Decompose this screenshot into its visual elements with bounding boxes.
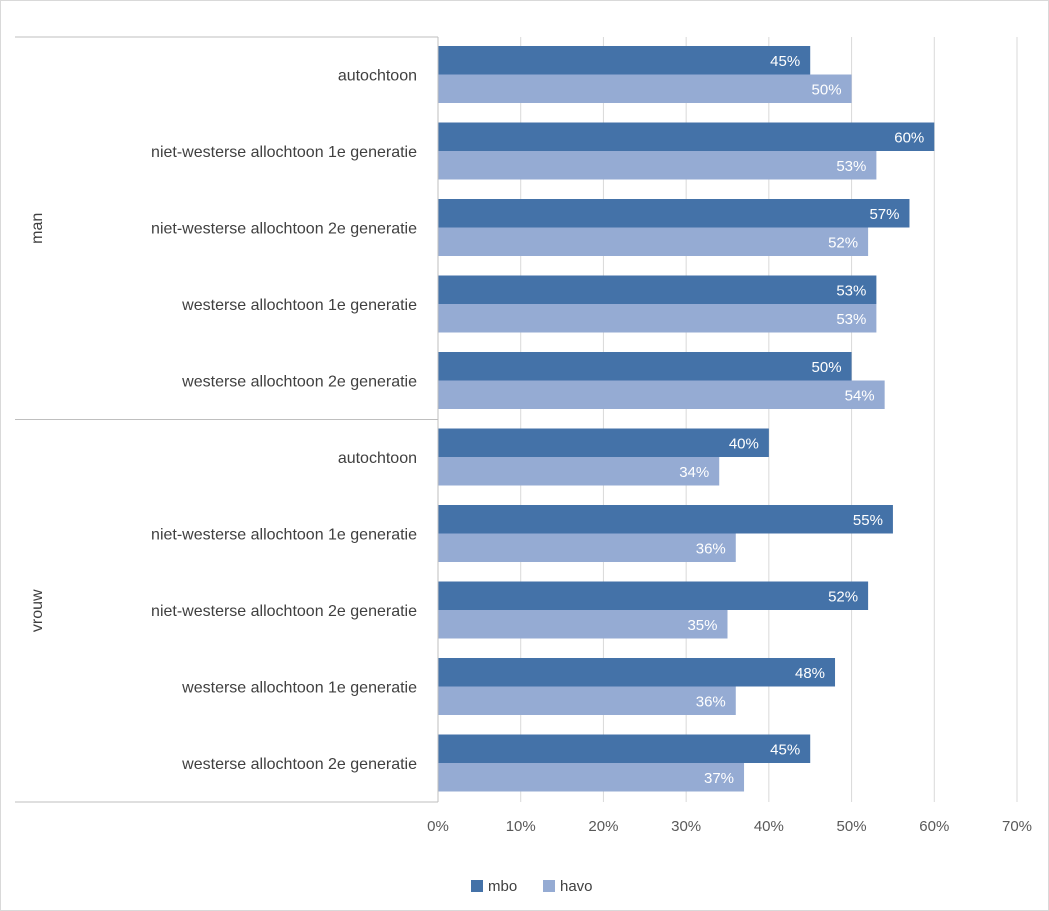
bar-havo <box>438 304 877 333</box>
bar-havo <box>438 533 736 562</box>
bar-havo <box>438 380 885 409</box>
legend-label-havo: havo <box>560 878 593 895</box>
x-tick-label: 40% <box>754 818 784 835</box>
data-label-mbo: 57% <box>869 206 899 223</box>
data-label-havo: 36% <box>696 693 726 710</box>
data-label-mbo: 45% <box>770 53 800 70</box>
x-tick-label: 70% <box>1002 818 1032 835</box>
data-label-mbo: 55% <box>853 512 883 529</box>
category-label: niet-westerse allochtoon 1e generatie <box>151 144 417 161</box>
data-label-havo: 35% <box>687 617 717 634</box>
data-label-havo: 37% <box>704 770 734 787</box>
category-label: westerse allochtoon 2e generatie <box>181 373 417 390</box>
data-label-havo: 52% <box>828 234 858 251</box>
data-label-havo: 50% <box>812 81 842 98</box>
category-label: niet-westerse allochtoon 1e generatie <box>151 526 417 543</box>
bar-mbo <box>438 658 836 687</box>
x-tick-label: 10% <box>506 818 536 835</box>
x-tick-label: 60% <box>919 818 949 835</box>
bar-havo <box>438 74 852 103</box>
category-label: niet-westerse allochtoon 2e generatie <box>151 220 417 237</box>
data-label-mbo: 52% <box>828 588 858 605</box>
bar-mbo <box>438 275 877 304</box>
category-label: westerse allochtoon 1e generatie <box>181 679 417 696</box>
bar-havo <box>438 457 720 486</box>
legend-label-mbo: mbo <box>488 878 517 895</box>
data-label-mbo: 40% <box>729 435 759 452</box>
bar-mbo <box>438 505 893 534</box>
bar-mbo <box>438 199 910 228</box>
data-label-mbo: 48% <box>795 665 825 682</box>
legend: mbo havo <box>471 878 593 895</box>
x-tick-label: 20% <box>588 818 618 835</box>
bar-mbo <box>438 46 811 75</box>
x-tick-label: 30% <box>671 818 701 835</box>
bar-havo <box>438 227 869 256</box>
category-label: autochtoon <box>338 67 417 84</box>
group-label: vrouw <box>29 589 46 632</box>
bar-mbo <box>438 352 852 381</box>
bar-mbo <box>438 122 935 151</box>
bar-mbo <box>438 581 869 610</box>
category-label: westerse allochtoon 1e generatie <box>181 297 417 314</box>
data-labels: 45% 60% 57% 53% 50% 40% 55% 52% 48% 45% 50% 53% 52% 5… <box>679 53 924 787</box>
bar-havo <box>438 763 745 792</box>
x-tick-label: 50% <box>837 818 867 835</box>
legend-swatch-havo <box>543 880 555 892</box>
bar-mbo <box>438 734 811 763</box>
data-label-havo: 34% <box>679 464 709 481</box>
bars <box>438 46 935 792</box>
bar-mbo <box>438 428 769 457</box>
category-label: autochtoon <box>338 450 417 467</box>
category-label: niet-westerse allochtoon 2e generatie <box>151 603 417 620</box>
legend-swatch-mbo <box>471 880 483 892</box>
group-label: man <box>29 213 46 244</box>
bar-havo <box>438 151 877 180</box>
category-label: westerse allochtoon 2e generatie <box>181 756 417 773</box>
data-label-mbo: 45% <box>770 741 800 758</box>
data-label-mbo: 60% <box>894 129 924 146</box>
data-label-havo: 54% <box>845 387 875 404</box>
data-label-havo: 53% <box>836 158 866 175</box>
bar-havo <box>438 686 736 715</box>
data-label-mbo: 53% <box>836 282 866 299</box>
axes: 0% 10% 20% 30% 40% 50% 60% 70% autochtoon niet-we… <box>15 36 1032 835</box>
bar-havo <box>438 610 728 639</box>
data-label-havo: 53% <box>836 311 866 328</box>
x-tick-label: 0% <box>427 818 449 835</box>
data-label-mbo: 50% <box>812 359 842 376</box>
data-label-havo: 36% <box>696 540 726 557</box>
